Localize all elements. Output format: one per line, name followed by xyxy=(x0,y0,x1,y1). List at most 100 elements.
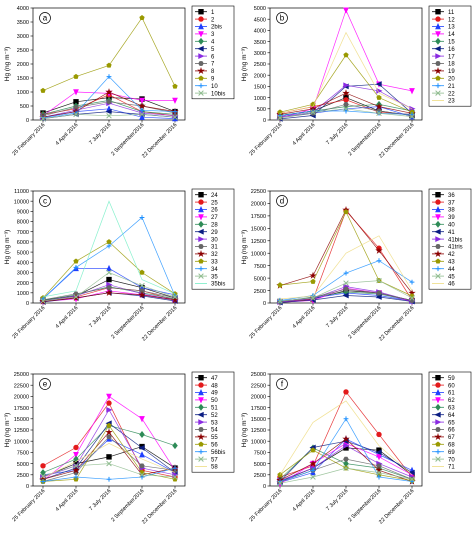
y-tick-label: 8000 xyxy=(17,220,29,226)
x-tick-label: 4 April 2016 xyxy=(292,122,317,147)
legend-label: 68 xyxy=(448,443,455,449)
series-56 xyxy=(40,422,178,484)
y-tick-label: 7500 xyxy=(254,264,266,270)
x-tick-label: 4 April 2016 xyxy=(55,488,80,513)
x-tick-label: 25 February 2016 xyxy=(248,122,283,157)
series-56bis xyxy=(40,465,178,484)
legend-label: 19 xyxy=(448,69,455,75)
legend-label: 35 xyxy=(211,274,218,280)
legend-entry: 10bis xyxy=(195,90,225,97)
y-tick-label: 3500 xyxy=(254,40,266,46)
legend-entry: 58 xyxy=(195,465,218,471)
data-point xyxy=(40,479,46,484)
data-point xyxy=(310,447,316,453)
legend-marker xyxy=(198,83,204,89)
legend-entry: 49 xyxy=(195,388,218,397)
legend-label: 70 xyxy=(448,457,455,463)
series-42 xyxy=(276,206,416,297)
legend-marker xyxy=(435,244,441,249)
y-tick-label: 12500 xyxy=(251,428,266,434)
legend-entry: 23 xyxy=(432,99,455,105)
legend-marker xyxy=(434,45,441,52)
legend-marker xyxy=(435,266,441,272)
data-point xyxy=(172,465,178,471)
legend-marker xyxy=(435,61,441,66)
legend-entry: 39 xyxy=(432,214,455,221)
legend-marker xyxy=(198,273,204,279)
legend-label: 45 xyxy=(448,274,455,280)
legend-entry: 64 xyxy=(432,411,455,419)
y-tick-label: 12500 xyxy=(251,239,266,245)
legend-marker xyxy=(435,403,441,411)
y-tick-label: 22500 xyxy=(251,189,266,195)
legend-entry: 5 xyxy=(195,45,215,53)
data-point xyxy=(277,298,283,304)
legend-marker xyxy=(198,427,204,432)
legend-marker xyxy=(435,9,441,15)
y-tick-label: 20000 xyxy=(14,395,29,401)
y-tick-label: 10000 xyxy=(251,251,266,257)
y-tick-label: 5000 xyxy=(17,250,29,256)
data-point xyxy=(309,271,317,279)
legend-entry: 48 xyxy=(195,382,218,389)
legend-label: 15 xyxy=(448,40,455,46)
legend-entry: 20 xyxy=(432,75,455,83)
legend-marker xyxy=(198,382,204,388)
legend-label: 5 xyxy=(211,47,215,53)
chart-panel-d: 0 2500 5000 7500 10000 12500 15000 17500 20000 22… xyxy=(241,188,472,342)
legend-marker xyxy=(435,441,441,447)
panel-letter: b xyxy=(280,14,285,23)
legend-marker xyxy=(197,45,204,52)
legend-marker xyxy=(197,249,205,258)
data-point xyxy=(342,292,349,299)
y-axis-label: Hg (ng m⁻³) xyxy=(241,47,248,82)
data-point xyxy=(376,110,382,117)
data-point xyxy=(172,294,178,300)
data-point xyxy=(106,62,112,68)
legend-label: 30 xyxy=(211,237,218,243)
legend-entry: 67 xyxy=(432,432,455,441)
legend-marker xyxy=(197,411,204,418)
legend-label: 27 xyxy=(211,215,218,221)
data-point xyxy=(106,264,112,272)
series-58 xyxy=(42,443,176,479)
data-point xyxy=(409,88,415,95)
data-point xyxy=(106,99,112,105)
legend-label: 60 xyxy=(448,383,455,389)
y-tick-label: 3500 xyxy=(17,20,29,26)
legend-marker xyxy=(435,37,441,45)
y-tick-label: 17500 xyxy=(251,214,266,220)
legend-entry: 68 xyxy=(432,441,455,449)
legend-label: 33 xyxy=(211,260,218,266)
legend-label: 10bis xyxy=(211,91,225,97)
legend-entry: 41bis xyxy=(432,236,462,243)
data-point xyxy=(138,102,146,110)
chart-panel-a: 0 500 1000 1500 2000 2500 3000 3500 4000 Hg (ng m… xyxy=(4,5,235,159)
legend-entry: 24 xyxy=(195,192,218,199)
x-tick-label: 22 December 2016 xyxy=(378,488,415,525)
legend-entry: 70 xyxy=(432,456,455,463)
y-tick-label: 17500 xyxy=(251,406,266,412)
data-point xyxy=(172,114,178,120)
legend-label: 48 xyxy=(211,383,218,389)
legend-label: 37 xyxy=(448,200,455,206)
legend-marker xyxy=(435,83,441,89)
legend-label: 59 xyxy=(448,376,455,382)
legend-marker xyxy=(197,432,205,441)
legend-marker xyxy=(435,199,441,205)
series-line xyxy=(42,200,176,298)
y-tick-label: 0 xyxy=(263,118,266,124)
legend-marker xyxy=(198,441,204,447)
legend-label: 11 xyxy=(448,10,455,16)
legend-label: 17 xyxy=(448,54,455,60)
data-point xyxy=(105,108,112,115)
y-tick-label: 2000 xyxy=(17,281,29,287)
legend-entry: 54 xyxy=(195,427,218,434)
legend-label: 50 xyxy=(211,398,218,404)
x-tick-label: 7 July 2016 xyxy=(88,305,112,329)
data-point xyxy=(105,88,113,96)
legend-marker xyxy=(435,31,441,38)
legend-marker xyxy=(435,192,441,198)
data-point xyxy=(310,278,316,284)
